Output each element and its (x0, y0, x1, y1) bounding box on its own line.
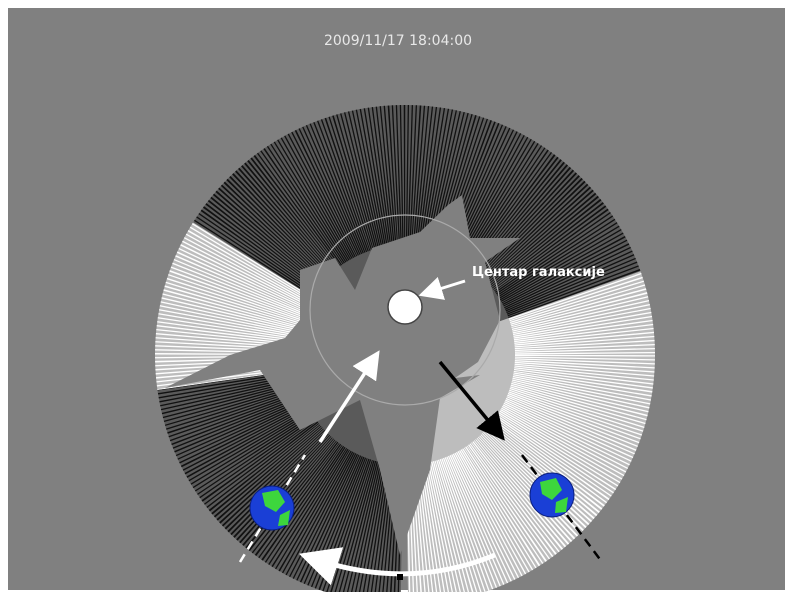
earth (250, 486, 294, 530)
visualization: 2009/11/17 18:04:00 Центар галаксије (0, 0, 788, 592)
earth (530, 473, 574, 517)
timestamp: 2009/11/17 18:04:00 (324, 33, 472, 49)
center-label: Центар галаксије (472, 265, 605, 280)
marker (397, 574, 403, 580)
galactic-center (388, 290, 422, 324)
